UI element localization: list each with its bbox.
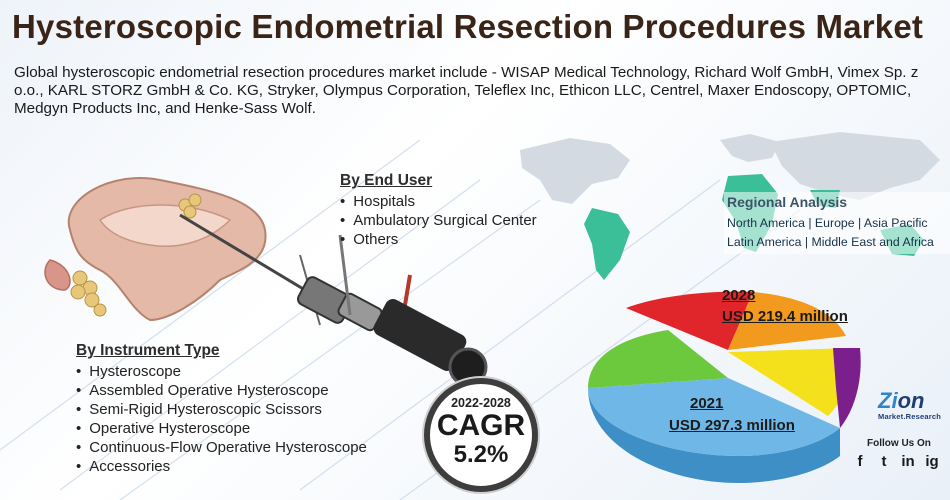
cagr-period: 2022-2028 <box>451 396 511 410</box>
instrument-type-item: Hysteroscope <box>76 362 367 381</box>
cagr-badge: 2022-2028 CAGR 5.2% <box>424 378 538 492</box>
hysteroscope-illustration <box>179 213 488 387</box>
regional-line-2: Latin America | Middle East and Africa <box>727 235 934 249</box>
pie-slice-blue <box>588 378 840 456</box>
zion-logo: Zion Market.Research <box>878 388 944 422</box>
pie-slice-purple <box>833 348 861 428</box>
facebook-icon[interactable]: f <box>857 452 863 470</box>
logo-name: Zion <box>878 388 925 413</box>
instrument-type-heading: By Instrument Type <box>76 342 220 359</box>
pie-slice-yellow <box>728 348 851 416</box>
end-user-heading: By End User <box>340 172 433 189</box>
year-2021-label: 2021 <box>690 395 724 412</box>
linkedin-icon[interactable]: in <box>901 452 915 470</box>
pie-slice-green <box>588 330 728 388</box>
follow-us-label: Follow Us On <box>867 438 931 449</box>
pie-slice-red <box>626 291 753 350</box>
instrument-type-item: Assembled Operative Hysteroscope <box>76 381 367 400</box>
end-user-item: Ambulatory Surgical Center <box>340 211 536 230</box>
instrument-type-section: By Instrument Type Hysteroscope Assemble… <box>76 342 367 476</box>
logo-subtitle: Market.Research <box>878 412 942 421</box>
regional-analysis: Regional Analysis North America | Europe… <box>724 192 950 254</box>
year-2028-label: 2028 <box>722 287 756 304</box>
cagr-label: CAGR <box>436 409 526 442</box>
social-links: f t in ig <box>851 452 941 470</box>
regional-heading: Regional Analysis <box>727 194 848 210</box>
instrument-type-item: Operative Hysteroscope <box>76 419 367 438</box>
instrument-type-item: Accessories <box>76 457 367 476</box>
intro-text: Global hysteroscopic endometrial resecti… <box>14 64 919 117</box>
value-2028-label: USD 219.4 million <box>722 308 848 325</box>
uterus-illustration <box>44 177 267 322</box>
pie-slice-blue-side <box>588 388 840 483</box>
end-user-item: Hospitals <box>340 192 537 211</box>
instrument-type-item: Continuous-Flow Operative Hysteroscope <box>76 438 367 457</box>
market-pie-graphic <box>588 291 861 483</box>
page-title: Hysteroscopic Endometrial Resection Proc… <box>12 8 924 45</box>
cagr-rate: 5.2% <box>453 441 509 468</box>
twitter-icon[interactable]: t <box>881 452 887 470</box>
instagram-icon[interactable]: ig <box>925 452 939 470</box>
pie-slice-orange <box>728 292 846 350</box>
instrument-type-item: Semi-Rigid Hysteroscopic Scissors <box>76 400 367 419</box>
regional-line-1: North America | Europe | Asia Pacific <box>727 216 928 230</box>
end-user-section: By End User Hospitals Ambulatory Surgica… <box>340 172 537 249</box>
end-user-item: Others <box>340 230 537 249</box>
value-2021-label: USD 297.3 million <box>669 417 795 434</box>
